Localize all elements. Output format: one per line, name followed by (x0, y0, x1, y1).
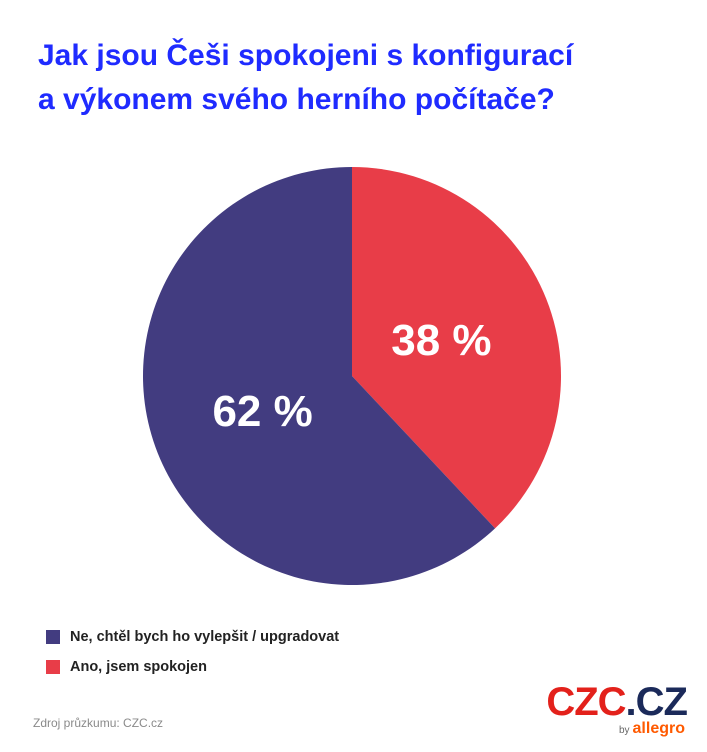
chart-title: Jak jsou Češi spokojeni s konfigurací a … (38, 34, 678, 122)
legend-label-upgrade: Ne, chtěl bych ho vylepšit / upgradovat (70, 629, 340, 645)
logo-wordmark: CZC.CZ (546, 680, 688, 724)
logo-byline: by allegro (618, 720, 685, 737)
legend-item-upgrade: Ne, chtěl bych ho vylepšit / upgradovat (46, 626, 339, 648)
pie-slice-label-1: 62 % (212, 387, 312, 436)
legend-swatch-satisfied (46, 660, 60, 674)
chart-legend: Ne, chtěl bych ho vylepšit / upgradovat … (46, 626, 339, 686)
chart-title-line-2: a výkonem svého herního počítače? (38, 83, 555, 116)
czc-allegro-logo: CZC.CZ by allegro (546, 680, 688, 740)
chart-title-line-1: Jak jsou Češi spokojeni s konfigurací (38, 39, 574, 72)
pie-slice-label-0: 38 % (391, 316, 491, 365)
pie-slice-1 (142, 166, 496, 585)
legend-item-satisfied: Ano, jsem spokojen (46, 656, 339, 678)
legend-label-satisfied: Ano, jsem spokojen (70, 659, 207, 675)
source-note: Zdroj průzkumu: CZC.cz (33, 716, 164, 730)
pie-slice-0 (352, 167, 561, 529)
legend-swatch-upgrade (46, 630, 60, 644)
